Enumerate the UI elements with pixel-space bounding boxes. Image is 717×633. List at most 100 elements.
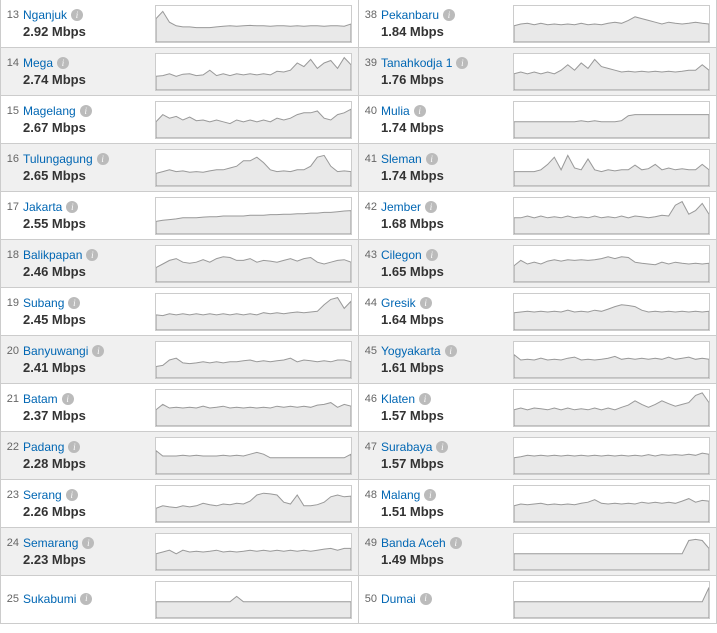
rank-number: 42 [363, 201, 377, 213]
city-link[interactable]: Pekanbaru [381, 8, 439, 22]
sparkline-chart [513, 437, 710, 475]
info-icon[interactable]: i [80, 593, 92, 605]
speed-value: 2.92 Mbps [5, 24, 149, 39]
city-link[interactable]: Nganjuk [23, 8, 67, 22]
sparkline-chart [513, 293, 710, 331]
city-link[interactable]: Padang [23, 440, 64, 454]
city-link[interactable]: Subang [23, 296, 64, 310]
ranking-label-cell: 42 Jemberi 1.68 Mbps [359, 200, 513, 231]
ranking-title-line: 22 Padangi [5, 440, 149, 454]
ranking-row: 43Cilegoni1.65 Mbps [359, 240, 716, 288]
rank-number: 24 [5, 537, 19, 549]
city-link[interactable]: Surabaya [381, 440, 432, 454]
city-link[interactable]: Balikpapan [23, 248, 82, 262]
info-icon[interactable]: i [425, 201, 437, 213]
city-link[interactable]: Magelang [23, 104, 76, 118]
city-link[interactable]: Sleman [381, 152, 422, 166]
sparkline-cell [513, 385, 716, 431]
sparkline-chart [513, 5, 710, 43]
info-icon[interactable]: i [443, 9, 455, 21]
info-icon[interactable]: i [92, 345, 104, 357]
rank-number: 40 [363, 105, 377, 117]
sparkline-chart [155, 341, 352, 379]
sparkline-cell [513, 241, 716, 287]
ranking-row: 47Surabayai1.57 Mbps [359, 432, 716, 480]
city-link[interactable]: Sukabumi [23, 592, 76, 606]
info-icon[interactable]: i [62, 393, 74, 405]
info-icon[interactable]: i [68, 297, 80, 309]
city-link[interactable]: Tanahkodja 1 [381, 56, 452, 70]
rank-number: 14 [5, 57, 19, 69]
sparkline-chart [155, 197, 352, 235]
speed-value: 2.65 Mbps [5, 168, 149, 183]
info-icon[interactable]: i [86, 249, 98, 261]
city-link[interactable]: Klaten [381, 392, 415, 406]
sparkline-cell [513, 193, 716, 239]
city-link[interactable]: Yogyakarta [381, 344, 441, 358]
info-icon[interactable]: i [456, 57, 468, 69]
ranking-row: 19Subangi2.45 Mbps [1, 288, 358, 336]
ranking-label-cell: 38 Pekanbaru i 1.84 Mbps [359, 8, 513, 39]
city-link[interactable]: Banyuwangi [23, 344, 88, 358]
info-icon[interactable]: i [66, 201, 78, 213]
info-icon[interactable]: i [436, 441, 448, 453]
city-link[interactable]: Jember [381, 200, 421, 214]
info-icon[interactable]: i [426, 249, 438, 261]
city-link[interactable]: Mulia [381, 104, 410, 118]
ranking-label-cell: 48Malangi1.51 Mbps [359, 488, 513, 519]
sparkline-chart [513, 533, 710, 571]
city-link[interactable]: Batam [23, 392, 58, 406]
info-icon[interactable]: i [419, 393, 431, 405]
speed-value: 2.26 Mbps [5, 504, 149, 519]
ranking-title-line: 49 Banda Aceh i [363, 536, 507, 550]
rank-number: 38 [363, 9, 377, 21]
sparkline-cell [513, 97, 716, 143]
info-icon[interactable]: i [420, 593, 432, 605]
info-icon[interactable]: i [80, 105, 92, 117]
info-icon[interactable]: i [82, 537, 94, 549]
rank-number: 44 [363, 297, 377, 309]
speed-value: 1.68 Mbps [363, 216, 507, 231]
sparkline-cell [513, 481, 716, 527]
city-link[interactable]: Dumai [381, 592, 416, 606]
rank-number: 23 [5, 489, 19, 501]
city-link[interactable]: Mega [23, 56, 53, 70]
speed-value: 1.74 Mbps [363, 168, 507, 183]
ranking-title-line: 42 Jemberi [363, 200, 507, 214]
city-link[interactable]: Semarang [23, 536, 78, 550]
sparkline-chart [155, 389, 352, 427]
info-icon[interactable]: i [97, 153, 109, 165]
ranking-label-cell: 19Subangi2.45 Mbps [1, 296, 155, 327]
info-icon[interactable]: i [71, 9, 83, 21]
city-link[interactable]: Banda Aceh [381, 536, 446, 550]
city-link[interactable]: Gresik [381, 296, 416, 310]
info-icon[interactable]: i [57, 57, 69, 69]
info-icon[interactable]: i [420, 297, 432, 309]
info-icon[interactable]: i [68, 441, 80, 453]
ranking-column-left: 13Nganjuki2.92 Mbps14Megai2.74 Mbps15Mag… [1, 0, 359, 624]
ranking-row: 16Tulungagungi2.65 Mbps [1, 144, 358, 192]
rank-number: 22 [5, 441, 19, 453]
speed-value: 1.64 Mbps [363, 312, 507, 327]
info-icon[interactable]: i [424, 489, 436, 501]
info-icon[interactable]: i [450, 537, 462, 549]
ranking-title-line: 41Slemani [363, 152, 507, 166]
city-link[interactable]: Jakarta [23, 200, 62, 214]
rank-number: 13 [5, 9, 19, 21]
sparkline-cell [155, 577, 358, 623]
city-link[interactable]: Serang [23, 488, 62, 502]
city-link[interactable]: Malang [381, 488, 420, 502]
info-icon[interactable]: i [66, 489, 78, 501]
info-icon[interactable]: i [445, 345, 457, 357]
ranking-row: 48Malangi1.51 Mbps [359, 480, 716, 528]
info-icon[interactable]: i [414, 105, 426, 117]
ranking-label-cell: 23 Serangi 2.26 Mbps [1, 488, 155, 519]
ranking-row: 44 Gresiki 1.64 Mbps [359, 288, 716, 336]
speed-value: 1.84 Mbps [363, 24, 507, 39]
rank-number: 49 [363, 537, 377, 549]
ranking-row: 14Megai2.74 Mbps [1, 48, 358, 96]
info-icon[interactable]: i [426, 153, 438, 165]
city-link[interactable]: Tulungagung [23, 152, 93, 166]
city-link[interactable]: Cilegon [381, 248, 422, 262]
speed-value: 2.55 Mbps [5, 216, 149, 231]
